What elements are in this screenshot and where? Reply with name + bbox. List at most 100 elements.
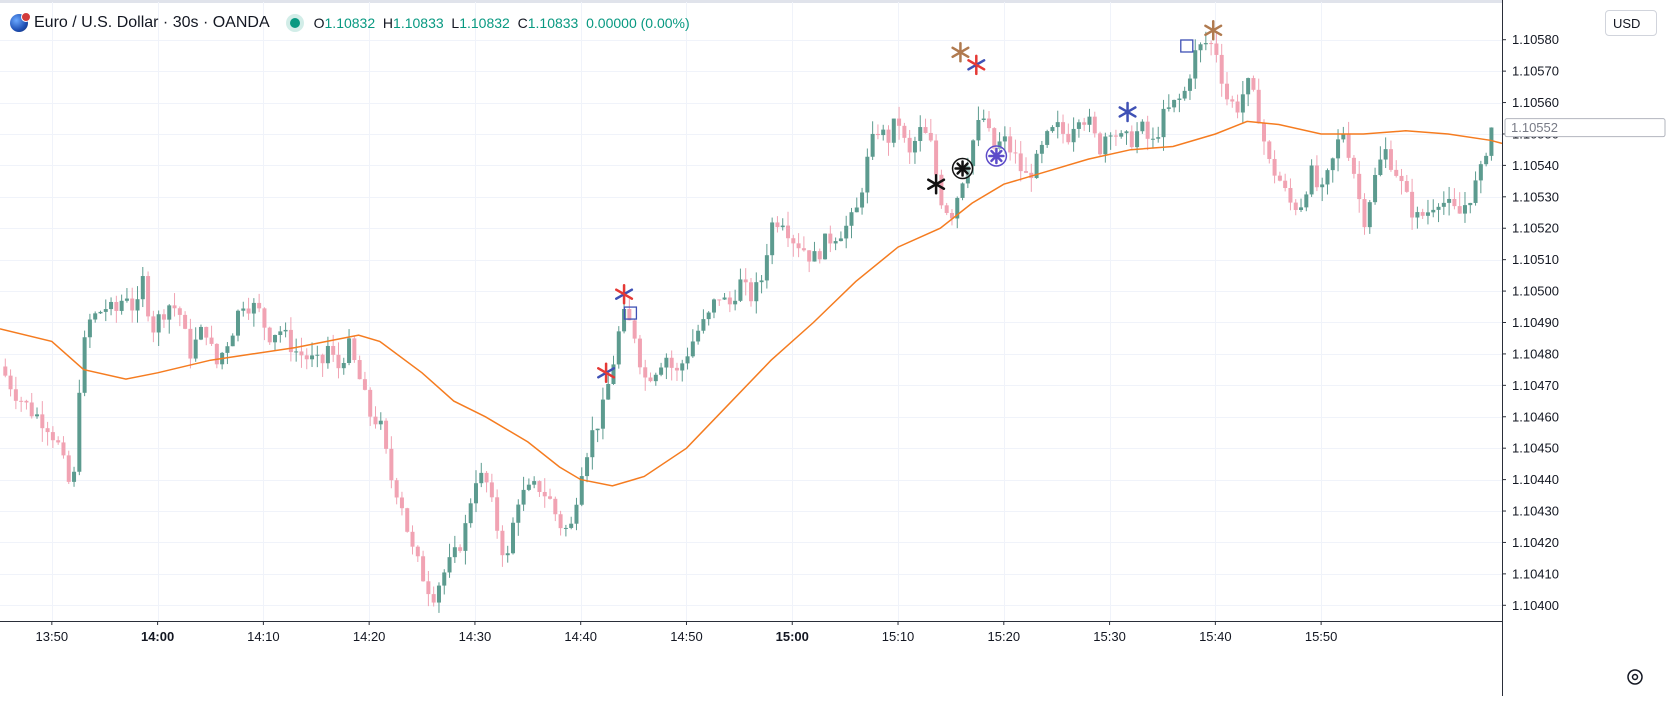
candle [907,129,912,164]
candle [648,372,653,383]
currency-button[interactable]: USD [1605,10,1657,36]
symbol-logo-icon[interactable] [10,12,31,32]
candle-body [19,400,24,402]
settings-icon[interactable] [1624,666,1646,688]
candle-body [362,379,367,390]
candle-body [902,125,907,138]
candle-body [928,132,933,141]
asterisk-marker [597,362,616,384]
candle [865,148,870,204]
candle-body [1309,165,1314,195]
candle-body [1187,78,1192,91]
candle-body [1045,131,1050,145]
candle-body [415,546,420,557]
candle-body [29,402,34,417]
candle-body [1108,135,1113,137]
candle [775,216,780,233]
candle-body [479,472,484,484]
market-status-icon[interactable] [289,18,300,28]
asterisk-stroke [967,59,986,71]
candle [1018,141,1023,182]
candle [1388,140,1393,172]
candle-body [680,363,685,371]
price-tick-label: 1.10480 [1512,346,1559,361]
candle-body [257,302,262,309]
candle [304,348,309,370]
candle-body [579,476,584,505]
candle [1367,200,1372,234]
candle-body [13,389,18,401]
candle-body [1082,122,1087,125]
candle-body [251,302,256,314]
candle-body [188,328,193,359]
candle-body [45,428,50,433]
candle [1161,99,1166,151]
candle-body [320,354,325,364]
candle-body [1283,180,1288,189]
candle [1336,129,1341,172]
asterisk-marker [967,54,986,76]
open-label: O [313,15,325,31]
candle [1452,188,1457,210]
candle-body [611,364,616,385]
candle-body [1129,131,1134,148]
candle-body [701,319,706,331]
asterisk-stroke [951,46,970,59]
candle [1436,203,1441,223]
candle [1092,111,1097,138]
candle-body [812,251,817,262]
candle [40,401,45,442]
candle-body [389,448,394,481]
candle-body [40,414,45,429]
candle [976,106,981,147]
candle [1087,108,1092,133]
candle-body [225,346,230,353]
candle [93,311,98,323]
candle [1187,74,1192,100]
candle-body [743,279,748,283]
candle-body [1277,175,1282,181]
candle-body [1293,202,1298,210]
candle-body [273,334,278,343]
candle [140,266,145,308]
candle-body [1346,134,1351,158]
candle-body [1484,155,1489,165]
candle-body [965,166,970,184]
candle-body [791,238,796,244]
candle [394,477,399,505]
candle [823,233,828,260]
candle [812,241,817,262]
candle [664,353,669,380]
candle [595,428,600,443]
candle [833,237,838,251]
candle-body [114,301,119,311]
candle-body [918,127,923,141]
candle [516,499,521,536]
time-tick-label: 14:10 [247,629,280,644]
candle [1314,155,1319,192]
candle-body [421,556,426,582]
candle-body [648,377,653,382]
price-tick-label: 1.10400 [1512,598,1559,613]
candle-body [1457,206,1462,214]
candle [1071,117,1076,152]
candle-body [1076,122,1081,129]
candle [72,466,77,487]
candle [257,293,262,313]
candle [103,299,108,322]
candle-body [542,491,547,497]
annotations [597,20,1223,384]
candle [1002,126,1007,154]
ohlc-values: O1.10832 H1.10833 L1.10832 C1.10833 0.00… [314,15,690,31]
candle-body [1156,137,1161,139]
candle [632,318,637,344]
candle-body [1166,107,1171,109]
candle-body [860,192,865,208]
candle-body [1230,99,1235,102]
symbol-title[interactable]: Euro / U.S. Dollar · 30s · OANDA [34,14,270,31]
candle [743,268,748,296]
candle [722,292,727,300]
candle [220,351,225,370]
